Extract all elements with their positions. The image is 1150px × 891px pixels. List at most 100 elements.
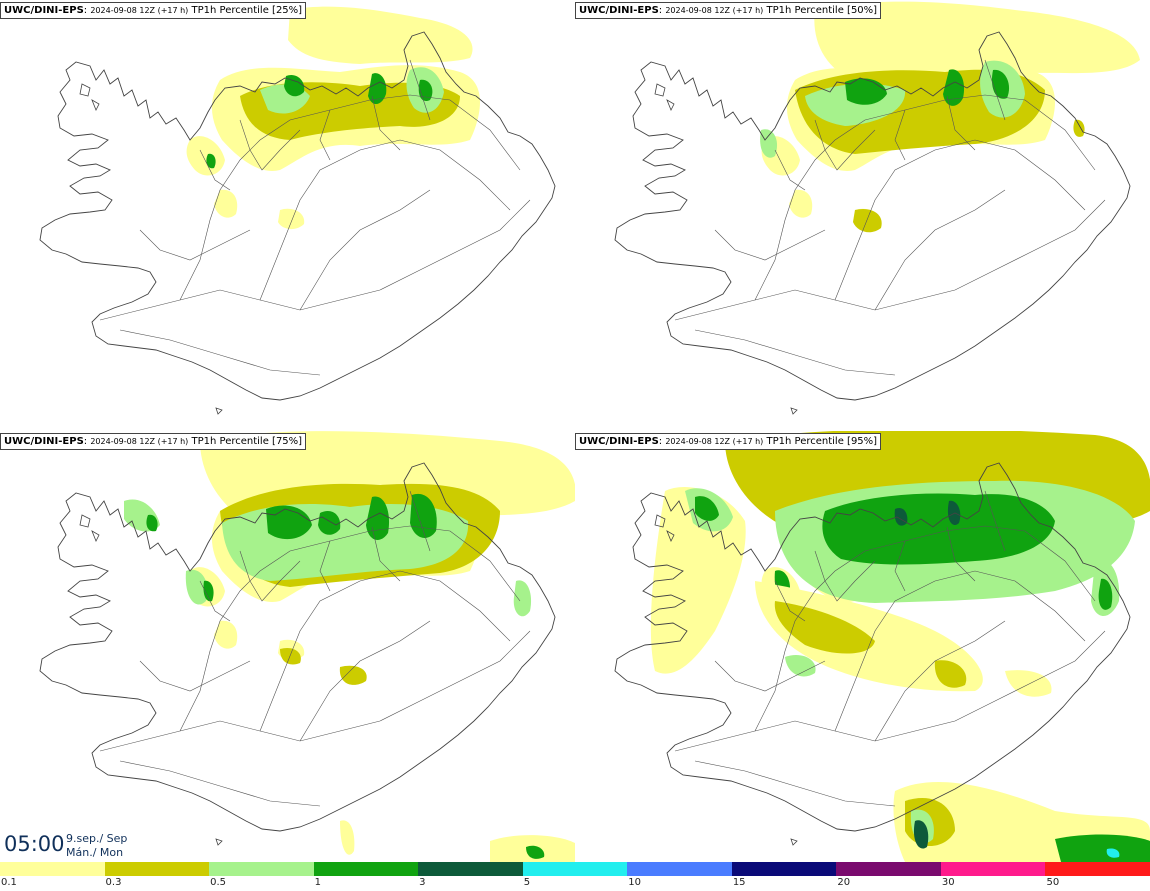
legend-tick-label: 0.5 — [210, 877, 226, 888]
road-line — [814, 550, 876, 602]
road-line — [754, 525, 1096, 732]
road-line — [714, 229, 826, 261]
precip-area — [368, 73, 387, 105]
road-line — [894, 526, 976, 592]
precip-area — [1098, 578, 1113, 610]
precip-map-p25 — [39, 6, 556, 415]
road-line — [319, 526, 401, 592]
road-line — [259, 570, 511, 732]
precip-map-p50 — [614, 1, 1140, 415]
legend-tick-label: 0.1 — [1, 877, 17, 888]
map-panel-p95: UWC/DINI-EPS: 2024-09-08 12Z (+17 h) TP1… — [575, 431, 1150, 862]
precip-area — [943, 69, 965, 106]
road-line — [99, 199, 531, 321]
legend-swatch — [731, 862, 837, 876]
road-line — [814, 119, 876, 171]
precip-area — [785, 654, 816, 677]
precip-area — [991, 69, 1010, 99]
precip-area — [288, 6, 473, 65]
road-line — [674, 199, 1106, 321]
road-line — [694, 329, 896, 376]
precip-area — [203, 580, 214, 602]
legend-swatch — [1045, 862, 1150, 876]
precip-area — [214, 620, 238, 649]
legend-swatch — [836, 862, 942, 876]
precip-area — [913, 820, 929, 849]
precip-area — [339, 665, 367, 685]
road-line — [299, 189, 431, 311]
coastline — [614, 31, 1131, 401]
valid-time-box: 05:00 9.sep./ Sep Mán./ Mon — [0, 826, 155, 862]
road-line — [834, 570, 1086, 732]
precip-area — [284, 74, 305, 97]
coastline — [614, 462, 1131, 832]
road-line — [774, 490, 1006, 622]
road-line — [694, 760, 896, 807]
legend-swatch — [209, 862, 315, 876]
legend-swatch — [313, 862, 419, 876]
road-line — [674, 630, 1106, 752]
road-line — [179, 525, 521, 732]
precip-area — [814, 1, 1140, 80]
precip-area — [513, 580, 532, 617]
legend-tick-label: 20 — [837, 877, 851, 888]
valid-date: 9.sep./ Sep — [66, 832, 128, 845]
precip-area — [146, 514, 158, 532]
map-panel-p75: UWC/DINI-EPS: 2024-09-08 12Z (+17 h) TP1… — [0, 431, 575, 862]
panel-title: UWC/DINI-EPS: 2024-09-08 12Z (+17 h) TP1… — [575, 2, 882, 19]
precip-area — [340, 820, 355, 855]
map-panel-p25: UWC/DINI-EPS: 2024-09-08 12Z (+17 h) TP1… — [0, 0, 575, 431]
legend-tick-label: 0.3 — [105, 877, 122, 888]
precip-area — [760, 129, 778, 158]
road-line — [894, 95, 976, 161]
precip-area — [789, 189, 813, 218]
legend-swatch — [0, 862, 106, 876]
road-line — [239, 119, 301, 171]
road-line — [259, 139, 511, 301]
island-outline — [79, 83, 223, 415]
precip-area — [845, 78, 887, 105]
legend-tick-label: 30 — [941, 877, 955, 888]
road-line — [714, 660, 826, 692]
island-outline — [654, 514, 798, 846]
precip-map-p95 — [614, 431, 1150, 862]
road-line — [199, 490, 431, 622]
valid-time: 05:00 — [4, 832, 65, 856]
valid-weekday: Mán./ Mon — [66, 846, 124, 859]
map-panel-p50: UWC/DINI-EPS: 2024-09-08 12Z (+17 h) TP1… — [575, 0, 1150, 431]
precip-area — [947, 500, 961, 525]
road-line — [774, 59, 1006, 191]
island-outline — [79, 514, 223, 846]
precip-area — [1106, 848, 1120, 858]
legend-swatch — [104, 862, 210, 876]
road-line — [119, 760, 321, 807]
precip-area — [280, 647, 301, 665]
road-line — [139, 229, 251, 261]
precip-area — [214, 189, 238, 218]
precip-area — [853, 208, 882, 233]
legend-swatch — [522, 862, 628, 876]
precip-map-p75 — [39, 431, 575, 862]
legend-swatch — [418, 862, 524, 876]
road-line — [199, 59, 431, 191]
legend-tick-label: 1 — [314, 877, 321, 888]
precip-area — [1055, 834, 1150, 862]
road-line — [874, 189, 1006, 311]
panel-title: UWC/DINI-EPS: 2024-09-08 12Z (+17 h) TP1… — [0, 433, 307, 450]
precip-area — [318, 510, 341, 535]
precip-area — [278, 208, 305, 230]
legend-tick-label: 50 — [1046, 877, 1060, 888]
road-line — [99, 630, 531, 752]
coastline — [39, 31, 556, 401]
panel-title: UWC/DINI-EPS: 2024-09-08 12Z (+17 h) TP1… — [0, 2, 307, 19]
precip-area — [206, 153, 216, 169]
precip-area — [934, 660, 967, 688]
precip-area — [526, 845, 545, 859]
legend-tick-labels: 0.1 0.3 0.5 1 3 5 10 15 20 30 50 — [0, 876, 1150, 891]
legend-tick-label: 3 — [419, 877, 426, 888]
legend-tick-label: 5 — [523, 877, 531, 888]
road-line — [179, 94, 521, 301]
precip-area — [1073, 119, 1085, 137]
road-line — [319, 95, 401, 161]
legend-swatch — [940, 862, 1046, 876]
